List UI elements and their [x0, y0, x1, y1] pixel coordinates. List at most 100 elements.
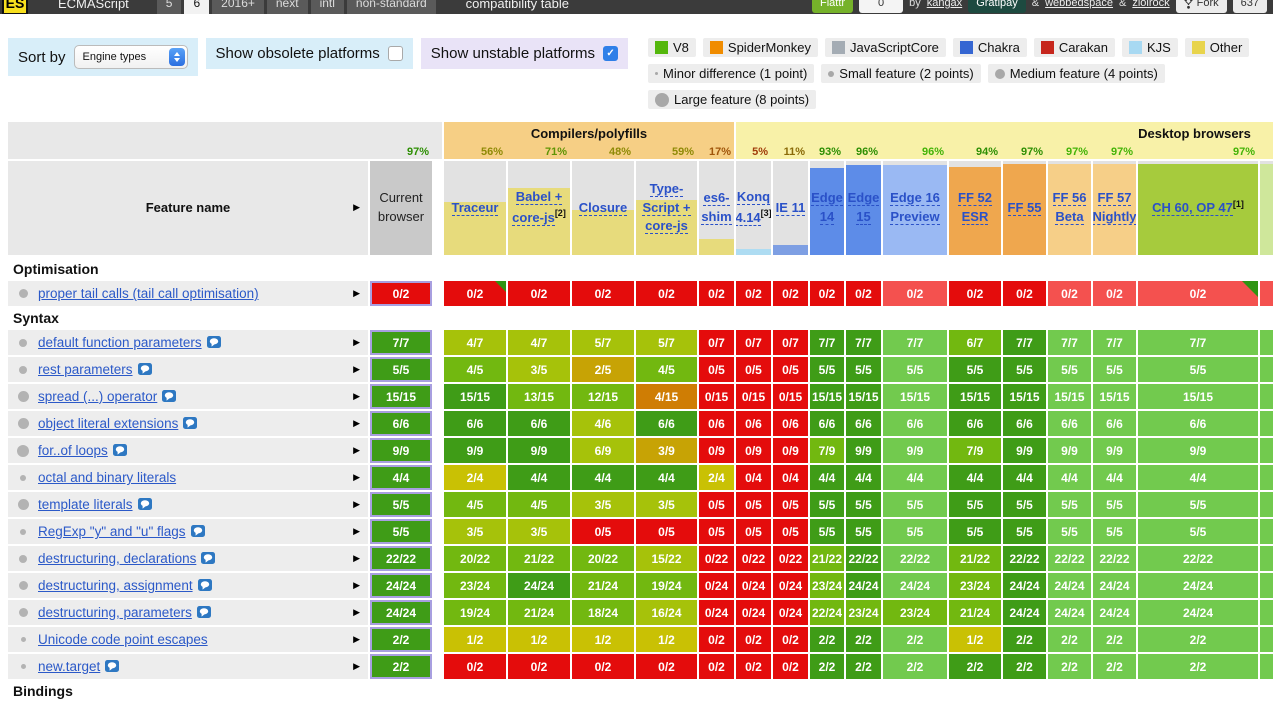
expand-row-arrow[interactable]: ▶ — [353, 471, 360, 482]
obsolete-checkbox[interactable] — [387, 46, 403, 61]
expand-row-arrow[interactable]: ▶ — [353, 336, 360, 347]
tab-next[interactable]: next — [266, 0, 308, 14]
expand-row-arrow[interactable]: ▶ — [353, 633, 360, 644]
kangax-link[interactable]: kangax — [926, 0, 963, 9]
sort-by-select[interactable]: Engine types — [73, 45, 188, 69]
feature-link[interactable]: destructuring, declarations — [38, 551, 197, 566]
support-cell: 0/2 — [444, 654, 506, 679]
github-fork-button[interactable]: Fork — [1175, 0, 1227, 13]
feature-weight-dot-icon — [20, 474, 26, 481]
column-percent: 56% — [480, 145, 503, 158]
feature-link[interactable]: octal and binary literals — [38, 470, 177, 485]
column-label: FF 57 Nightly — [1093, 161, 1136, 255]
support-cell: 6/6 — [508, 411, 570, 436]
feature-link[interactable]: new.target — [38, 659, 101, 674]
webbedspace-link[interactable]: webbedspace — [1045, 0, 1113, 9]
support-cell: 22/22 — [883, 546, 947, 571]
column-link[interactable]: FF 57 Nightly — [1093, 190, 1136, 225]
column-link[interactable]: Konq 4.14[3] — [736, 189, 771, 226]
feature-link[interactable]: object literal extensions — [38, 416, 179, 431]
flattr-button[interactable]: Flattr — [812, 0, 854, 13]
feature-link[interactable]: destructuring, assignment — [38, 578, 193, 593]
support-cell: 21/24 — [508, 600, 570, 625]
expand-row-arrow[interactable]: ▶ — [353, 417, 360, 428]
feature-link[interactable]: RegExp "y" and "u" flags — [38, 524, 186, 539]
zloirock-link[interactable]: zloirock — [1132, 0, 1170, 9]
support-cell: 0/15 — [773, 384, 808, 409]
group-desktop: Desktop browsers — [736, 122, 1273, 144]
feature-link[interactable]: for..of loops — [38, 443, 108, 458]
gratipay-button[interactable]: Gratipay — [968, 0, 1026, 13]
support-cell: 0/5 — [773, 519, 808, 544]
support-cell: 0/9 — [773, 438, 808, 463]
percent-block: 5% 11% 93% 96% 96% 94% 97% 97% 97% 97% — [736, 144, 1273, 159]
expand-all-arrow[interactable]: ▶ — [353, 202, 360, 212]
support-cell: 4/4 — [1003, 465, 1046, 490]
feature-weight-dot-icon — [18, 289, 28, 298]
support-cell: 0/2 — [736, 627, 771, 652]
github-fork-count[interactable]: 637 — [1232, 0, 1267, 13]
expand-row-arrow[interactable]: ▶ — [353, 390, 360, 401]
note-bubble-icon — [190, 525, 205, 538]
expand-row-arrow[interactable]: ▶ — [353, 525, 360, 536]
column-link[interactable]: Babel + core-js[2] — [512, 189, 566, 226]
partial-support-cell — [1260, 438, 1273, 463]
column-link[interactable]: CH 60, OP 47[1] — [1152, 198, 1244, 217]
expand-row-arrow[interactable]: ▶ — [353, 552, 360, 563]
expand-row-arrow[interactable]: ▶ — [353, 287, 360, 298]
expand-row-arrow[interactable]: ▶ — [353, 498, 360, 509]
header-fill — [810, 167, 844, 255]
column-link[interactable]: Edge 15 — [847, 190, 880, 225]
tab-intl[interactable]: intl — [310, 0, 344, 14]
compat-table: Compilers/polyfills Desktop browsers 97% 56… — [8, 122, 1273, 703]
page-subtitle: compatibility table — [465, 0, 569, 11]
obsolete-control: Show obsolete platforms — [205, 38, 413, 69]
feature-link[interactable]: rest parameters — [38, 362, 133, 377]
expand-row-arrow[interactable]: ▶ — [353, 444, 360, 455]
feature-link[interactable]: proper tail calls (tail call optimisatio… — [38, 286, 259, 301]
support-cell: 0/22 — [699, 546, 734, 571]
current-browser-cell: 5/5 — [370, 519, 432, 544]
support-cell: 4/4 — [810, 465, 844, 490]
unstable-checkbox[interactable]: ✓ — [603, 46, 619, 61]
column-gap — [434, 357, 442, 382]
feature-link[interactable]: spread (...) operator — [38, 389, 158, 404]
tab-es5[interactable]: 5 — [156, 0, 182, 14]
feature-link[interactable]: template literals — [38, 497, 133, 512]
support-cell: 5/5 — [949, 357, 1001, 382]
support-cell: 0/7 — [773, 330, 808, 355]
column-link[interactable]: FF 56 Beta — [1052, 190, 1087, 225]
tab-2016plus[interactable]: 2016+ — [212, 0, 264, 14]
support-cell: 0/2 — [508, 654, 570, 679]
column-link[interactable]: es6-shim — [701, 190, 732, 225]
tab-es6[interactable]: 6 — [184, 0, 210, 14]
feature-link[interactable]: destructuring, parameters — [38, 605, 192, 620]
support-cell: 21/22 — [949, 546, 1001, 571]
feature-link[interactable]: default function parameters — [38, 335, 202, 350]
feature-link[interactable]: Unicode code point escapes — [38, 632, 208, 647]
column-link[interactable]: Edge 16 Preview — [890, 190, 940, 225]
column-gap — [434, 573, 442, 598]
expand-row-arrow[interactable]: ▶ — [353, 606, 360, 617]
expand-row-arrow[interactable]: ▶ — [353, 579, 360, 590]
browser-column-header: Traceur — [444, 161, 506, 255]
column-gap — [434, 281, 442, 306]
column-link[interactable]: IE 11 — [775, 199, 806, 216]
tab-non-standard[interactable]: non-standard — [346, 0, 436, 14]
column-link[interactable]: Type-Script + core-js — [642, 180, 691, 235]
column-link[interactable]: FF 52 ESR — [958, 190, 992, 225]
column-link[interactable]: FF 55 — [1007, 199, 1042, 216]
support-cell: 0/5 — [636, 519, 697, 544]
support-cell: 21/24 — [949, 600, 1001, 625]
support-cell: 0/15 — [699, 384, 734, 409]
expand-row-arrow[interactable]: ▶ — [353, 363, 360, 374]
column-link[interactable]: Closure — [578, 199, 628, 216]
partial-support-cell — [1260, 600, 1273, 625]
feature-cell: spread (...) operator ▶ — [8, 384, 368, 409]
support-cell: 24/24 — [846, 573, 881, 598]
support-cell: 9/9 — [444, 438, 506, 463]
column-link[interactable]: Traceur — [451, 199, 499, 216]
expand-row-arrow[interactable]: ▶ — [353, 660, 360, 671]
column-link[interactable]: Edge 14 — [811, 190, 843, 225]
current-browser-header: Current browser — [370, 161, 432, 255]
